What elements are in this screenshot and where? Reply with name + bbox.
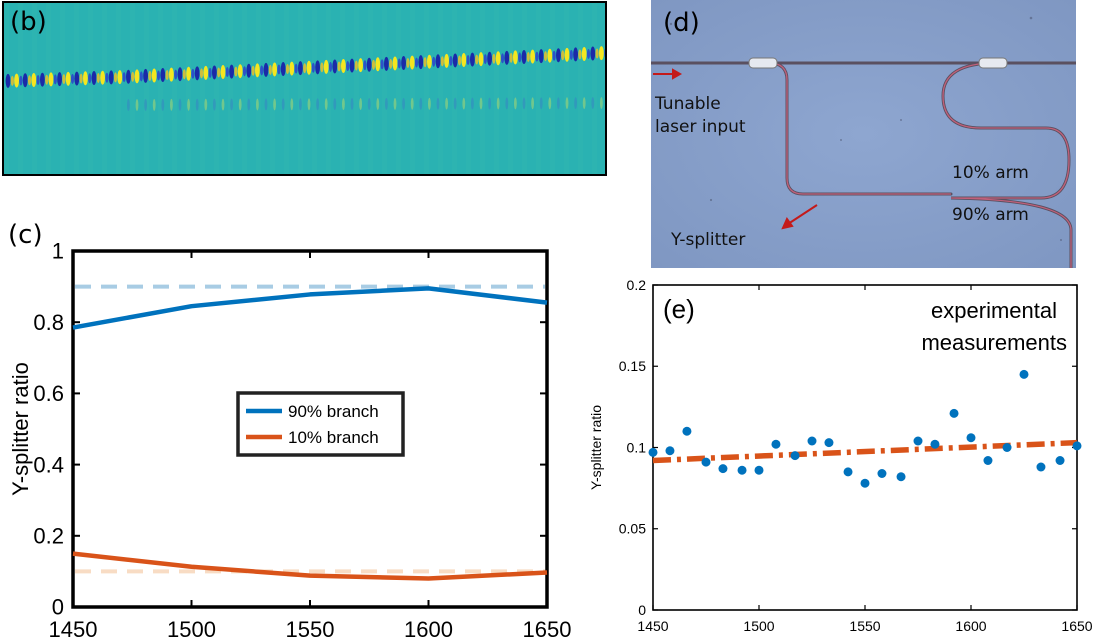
panel-d-label: (d) [663, 8, 700, 38]
chart-e-data-point [771, 439, 781, 449]
chart-e-data-point [1072, 441, 1082, 451]
chart-c-ylabel: Y-splitter ratio [8, 362, 33, 496]
chart-e-ytick-label: 0.05 [619, 521, 646, 537]
device-micrograph-image [651, 0, 1076, 268]
chart-c-ytick-label: 0.6 [33, 381, 64, 406]
chart-c-simulated-ratio: 1450 1500 1550 1600 1650 0 0.2 0.4 0.6 0.8 1 Y-spli… [8, 239, 572, 642]
chart-e-ytick-label: 0.1 [627, 439, 647, 455]
chart-e-data-point [949, 408, 959, 418]
chart-e-xtick-label: 1600 [955, 618, 986, 634]
field-profile-image [4, 3, 605, 174]
chart-e-data-point [737, 465, 747, 475]
field-simulation-panel: (b) [2, 1, 607, 176]
chart-e-data-point [983, 456, 993, 465]
chart-e-data-point [877, 469, 887, 478]
chart-c-series-line-branch90 [72, 286, 548, 330]
chart-e-data-point [913, 436, 923, 446]
chart-c-ytick-label: 0.4 [33, 452, 64, 477]
panel-c-label: (c) [8, 220, 43, 250]
device-micrograph-panel: (d) Tunable laser input 10% arm 90% arm … [651, 0, 1076, 268]
panel-e-annotation-line2: measurements [921, 330, 1067, 355]
chart-c-xtick-label: 1550 [286, 617, 335, 642]
chart-e-data-point [896, 472, 906, 482]
chart-e-data-point [966, 433, 976, 443]
chart-e-data-point [860, 478, 870, 488]
chart-c-legend-box [236, 391, 405, 457]
chart-c-legend-label: 90% branch [288, 402, 379, 421]
chart-e-ytick-label: 0 [638, 602, 646, 618]
chart-e-data-point [1036, 462, 1046, 472]
chart-e-plot-frame [652, 284, 1078, 611]
chart-e-trend-line [652, 439, 1078, 464]
chart-e-data-point [807, 436, 817, 446]
chart-c-xtick-label: 1450 [49, 617, 98, 642]
chart-c-xtick-label: 1500 [167, 617, 216, 642]
chart-e-data-point [843, 467, 853, 477]
laser-input-label-line2: laser input [655, 117, 746, 137]
panel-b-label: (b) [10, 7, 47, 37]
field-pattern [4, 3, 605, 174]
chart-e-data-point [701, 457, 711, 467]
chart-c-ytick-label: 0 [52, 595, 64, 620]
chart-e-data-point [665, 446, 675, 456]
chart-e-data-point [824, 438, 834, 448]
chart-e-data-point [682, 426, 692, 436]
chart-e-xtick-label: 1650 [1061, 618, 1092, 634]
chart-e-data-point [718, 464, 728, 474]
chart-e-ytick-label: 0.2 [627, 277, 647, 293]
chart-e-xtick-label: 1550 [849, 618, 880, 634]
arm-90-label: 90% arm [952, 205, 1029, 225]
chart-c-xtick-label: 1600 [404, 617, 453, 642]
chart-e-xtick-label: 1500 [743, 618, 774, 634]
y-splitter-label: Y-splitter [671, 230, 746, 250]
panel-e-label: (e) [663, 294, 695, 324]
panel-e-annotation-line1: experimental [931, 298, 1057, 323]
chart-e-xtick-label: 1450 [637, 618, 668, 634]
chart-c-ytick-label: 0.2 [33, 524, 64, 549]
chart-e-data-point [1019, 369, 1029, 379]
chart-e-data-point [930, 439, 940, 449]
chart-c-xtick-label: 1650 [523, 617, 572, 642]
chart-c-ytick-label: 0.8 [33, 310, 64, 335]
chart-e-ytick-label: 0.15 [619, 358, 646, 374]
chart-c-ytick-label: 1 [52, 239, 64, 264]
arm-10-label: 10% arm [952, 163, 1029, 183]
laser-input-label-line1: Tunable [655, 94, 721, 114]
chart-e-data-point [790, 451, 800, 461]
chart-c-legend-label: 10% branch [288, 428, 379, 447]
chart-e-data-point [648, 447, 658, 457]
chart-c-series-line-branch10 [72, 551, 548, 581]
chart-e-data-point [754, 465, 764, 475]
chart-e-data-point [1002, 443, 1012, 452]
chart-e-data-point [1055, 456, 1065, 465]
